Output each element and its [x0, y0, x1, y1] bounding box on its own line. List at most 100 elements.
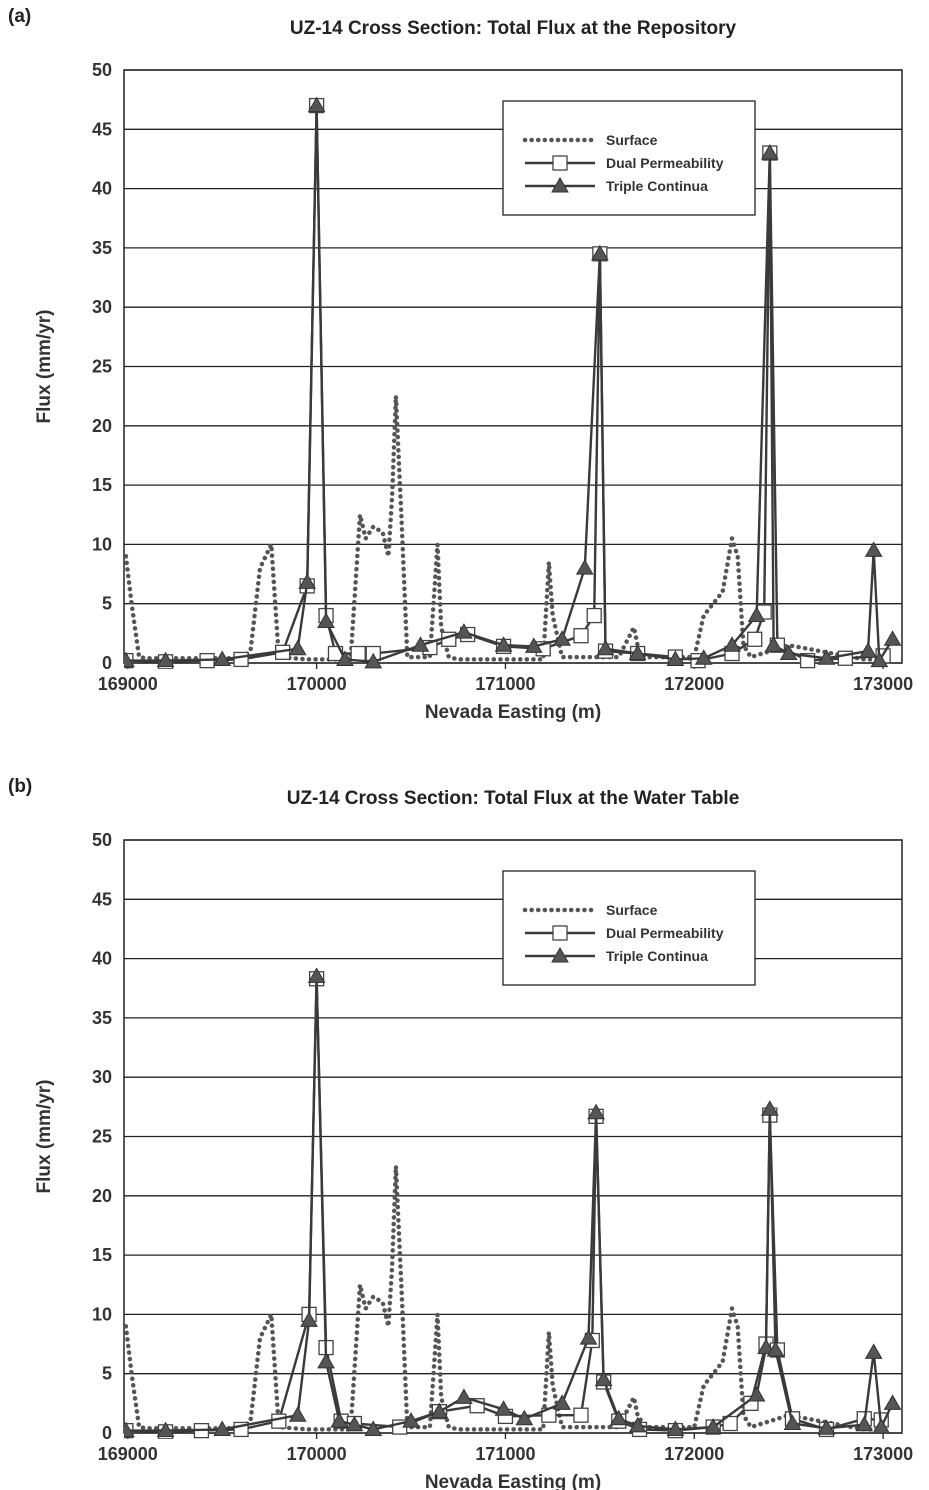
data-point-triangle: [317, 612, 335, 628]
data-point-triangle: [345, 1415, 364, 1432]
y-tick-label: 5: [102, 1364, 112, 1384]
data-point-triangle: [307, 967, 326, 983]
data-point-triangle: [766, 1340, 785, 1357]
y-tick-label: 45: [92, 119, 112, 139]
legend-label: Surface: [606, 132, 658, 148]
legend-swatch-marker: [551, 946, 569, 963]
chart-title: UZ-14 Cross Section: Total Flux at the R…: [289, 18, 737, 39]
legend-label: Dual Permeability: [606, 925, 724, 941]
data-point-square: [271, 1413, 287, 1429]
data-point-triangle: [747, 606, 766, 623]
data-point-triangle: [575, 559, 594, 575]
legend-swatch-marker: [552, 155, 568, 171]
y-tick-label: 35: [92, 238, 112, 258]
series-group: [124, 96, 902, 669]
y-tick-label: 50: [92, 60, 112, 80]
series-line-surface: [124, 393, 886, 662]
data-point-triangle: [760, 1100, 779, 1116]
data-point-square: [747, 631, 763, 647]
data-point-triangle: [817, 649, 836, 665]
data-point-triangle: [855, 1415, 874, 1432]
panel-label: (a): [8, 6, 32, 27]
y-tick-label: 20: [92, 416, 112, 436]
series-group: [124, 967, 902, 1439]
data-point-triangle: [494, 636, 513, 652]
data-point-triangle: [591, 244, 609, 261]
data-point-triangle: [783, 1414, 802, 1431]
data-point-triangle: [515, 1409, 534, 1426]
data-point-triangle: [288, 639, 307, 656]
y-tick-label: 40: [92, 179, 112, 199]
chart-panel-a: (a) UZ-14 Cross Section: Total Flux at t…: [0, 0, 929, 740]
x-tick-label: 173000: [853, 1444, 913, 1464]
x-tick-label: 172000: [664, 674, 724, 694]
y-tick-label: 5: [102, 594, 112, 614]
data-point-triangle: [596, 639, 615, 656]
y-tick-label: 10: [92, 1304, 112, 1324]
data-point-triangle: [587, 1103, 605, 1120]
chart-svg: 0 5 10 15 20 25 30 35 40 45 50 169000 170000 171000 17…: [34, 60, 913, 723]
legend-box: [502, 870, 756, 986]
chart-title: UZ-14 Cross Section: Total Flux at the W…: [286, 788, 740, 809]
plot-frame: [123, 69, 903, 664]
legend-label: Triple Continua: [606, 178, 708, 194]
data-point-triangle: [553, 1394, 571, 1410]
legend: Surface Dual Permeability Triple Continua: [502, 870, 756, 986]
legend-label: Triple Continua: [606, 948, 708, 964]
data-point-triangle: [317, 1352, 335, 1369]
data-point-triangle: [579, 1329, 598, 1345]
y-tick-label: 20: [92, 1186, 112, 1206]
y-tick-label: 30: [92, 297, 112, 317]
y-tick-label: 35: [92, 1008, 112, 1028]
data-point-triangle: [213, 1420, 232, 1436]
y-tick-label: 15: [92, 475, 112, 495]
data-point-triangle: [747, 1386, 766, 1402]
x-tick-label: 170000: [287, 674, 347, 694]
y-tick-label: 30: [92, 1067, 112, 1087]
data-point-triangle: [764, 636, 783, 652]
data-point-triangle: [883, 1394, 902, 1410]
y-tick-label: 10: [92, 534, 112, 554]
data-point-triangle: [455, 623, 473, 639]
series-line-triple-continua: [125, 104, 894, 663]
data-point-triangle: [704, 1418, 723, 1434]
y-tick-label: 0: [102, 653, 112, 673]
data-point-triangle: [628, 644, 647, 661]
panel-label: (b): [8, 776, 33, 797]
data-point-triangle: [336, 650, 354, 666]
x-tick-label: 172000: [664, 1444, 724, 1464]
data-point-triangle: [694, 649, 713, 665]
data-point-triangle: [364, 652, 383, 669]
data-point-triangle: [330, 1412, 349, 1428]
series-line-surface: [124, 1163, 886, 1432]
chart-panel-b: (b) UZ-14 Cross Section: Total Flux at t…: [0, 770, 929, 1490]
data-point-square: [722, 1415, 738, 1432]
data-point-triangle: [364, 1420, 383, 1436]
plot-frame: [123, 839, 903, 1434]
data-point-triangle: [872, 1418, 891, 1434]
y-tick-label: 50: [92, 830, 112, 850]
x-axis-label: Nevada Easting (m): [425, 1472, 601, 1490]
data-point-triangle: [124, 1421, 135, 1438]
data-point-triangle: [300, 1311, 318, 1327]
data-point-triangle: [288, 1406, 307, 1422]
data-point-square: [350, 645, 366, 662]
data-point-triangle: [779, 644, 798, 661]
data-point-triangle: [666, 650, 685, 666]
data-point-triangle: [883, 630, 902, 646]
data-point-triangle: [156, 651, 175, 668]
y-tick-label: 25: [92, 1127, 112, 1147]
x-tick-label: 170000: [287, 1444, 347, 1464]
data-point-triangle: [864, 541, 883, 557]
legend: Surface Dual Permeability Triple Continua: [502, 100, 756, 216]
data-point-triangle: [817, 1419, 836, 1435]
data-point-triangle: [723, 636, 741, 652]
data-point-triangle: [864, 1343, 883, 1359]
y-tick-label: 15: [92, 1245, 112, 1265]
data-point-triangle: [666, 1420, 685, 1436]
data-point-triangle: [430, 1402, 449, 1419]
data-point-triangle: [307, 96, 326, 113]
data-point-triangle: [455, 1388, 473, 1404]
chart-svg: 0 5 10 15 20 25 30 35 40 45 50 169000 170000 171000 17…: [34, 830, 913, 1490]
x-tick-label: 171000: [475, 674, 535, 694]
